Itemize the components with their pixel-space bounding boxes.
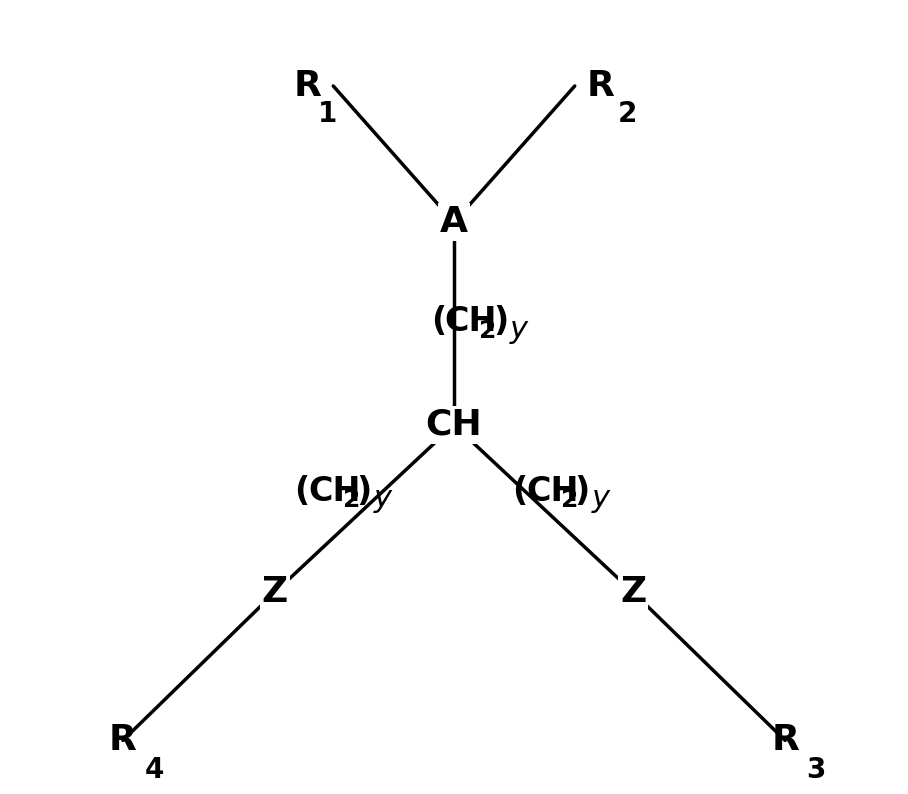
- Text: 2: 2: [479, 318, 497, 342]
- Text: ): ): [493, 305, 508, 337]
- Text: 2: 2: [342, 488, 360, 512]
- Text: (: (: [512, 475, 528, 507]
- Text: R: R: [293, 69, 321, 103]
- Text: CH: CH: [445, 305, 498, 337]
- Text: y: y: [510, 314, 528, 344]
- Text: CH: CH: [426, 408, 482, 442]
- Text: Z: Z: [262, 576, 288, 609]
- Text: ): ): [357, 475, 372, 507]
- Text: y: y: [374, 484, 391, 514]
- Text: R: R: [771, 723, 799, 757]
- Text: (: (: [294, 475, 310, 507]
- Text: CH: CH: [527, 475, 579, 507]
- Text: y: y: [592, 484, 610, 514]
- Text: A: A: [440, 206, 468, 239]
- Text: 2: 2: [561, 488, 578, 512]
- Text: R: R: [587, 69, 615, 103]
- Text: CH: CH: [309, 475, 360, 507]
- Text: R: R: [109, 723, 137, 757]
- Text: (: (: [430, 305, 446, 337]
- Text: 1: 1: [318, 100, 337, 128]
- Text: ): ): [575, 475, 590, 507]
- Text: Z: Z: [620, 576, 646, 609]
- Text: 2: 2: [617, 100, 637, 128]
- Text: 4: 4: [144, 756, 163, 784]
- Text: 3: 3: [806, 756, 826, 784]
